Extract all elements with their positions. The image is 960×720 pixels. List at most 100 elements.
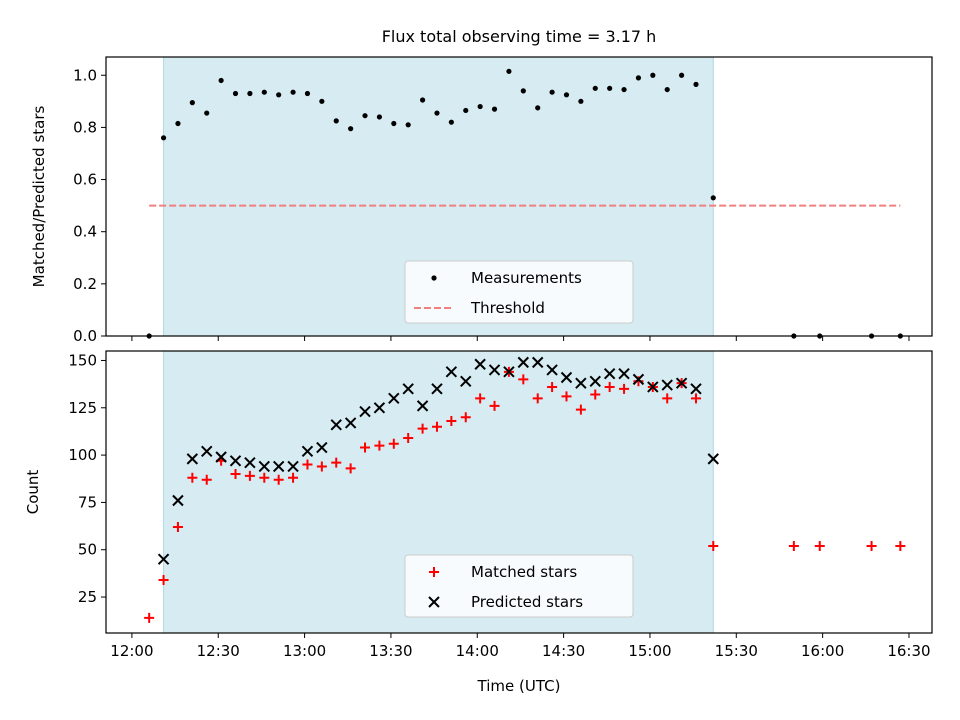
data-point bbox=[664, 86, 670, 93]
data-point bbox=[446, 416, 457, 427]
data-point bbox=[144, 612, 155, 623]
legend-dot-icon bbox=[431, 275, 437, 281]
data-point bbox=[160, 135, 167, 141]
data-point bbox=[360, 442, 371, 453]
data-point bbox=[261, 89, 267, 95]
legend: Measurements Threshold bbox=[404, 260, 634, 324]
data-point bbox=[319, 98, 325, 104]
data-point bbox=[475, 393, 486, 404]
data-point bbox=[633, 376, 644, 387]
data-point bbox=[474, 358, 486, 370]
x-tick-label: 13:00 bbox=[283, 642, 326, 660]
data-point bbox=[691, 393, 701, 404]
x-tick-label: 14:00 bbox=[456, 642, 499, 660]
data-point bbox=[460, 412, 471, 423]
axes-frame bbox=[105, 350, 933, 634]
data-point bbox=[575, 377, 587, 389]
data-point bbox=[287, 460, 299, 473]
data-point bbox=[218, 77, 224, 84]
data-point bbox=[710, 195, 716, 201]
data-point bbox=[489, 400, 500, 411]
x-tick-label: 16:00 bbox=[801, 642, 844, 660]
data-point bbox=[477, 103, 483, 110]
data-point bbox=[675, 377, 688, 389]
data-point bbox=[431, 421, 442, 432]
data-point bbox=[348, 126, 354, 132]
data-point bbox=[690, 383, 702, 395]
data-point bbox=[158, 575, 169, 586]
data-point bbox=[448, 119, 454, 125]
data-point bbox=[187, 472, 198, 483]
data-point bbox=[549, 89, 555, 95]
data-point bbox=[229, 455, 242, 467]
data-point bbox=[866, 540, 877, 551]
data-point bbox=[290, 89, 296, 95]
data-point bbox=[215, 451, 227, 463]
legend-x-icon bbox=[428, 596, 440, 608]
data-point bbox=[258, 460, 271, 473]
y-tick-label: 50 bbox=[78, 541, 97, 559]
data-point bbox=[604, 381, 615, 392]
data-point bbox=[590, 389, 601, 400]
x-tick-label: 12:00 bbox=[110, 642, 153, 660]
x-axis-label: Time (UTC) bbox=[477, 677, 561, 695]
data-point bbox=[276, 92, 282, 98]
data-point bbox=[345, 463, 356, 474]
data-point bbox=[578, 98, 584, 104]
data-point bbox=[546, 364, 558, 376]
x-tick-label: 13:30 bbox=[369, 642, 412, 660]
y-tick-label: 75 bbox=[78, 493, 97, 511]
data-point bbox=[189, 100, 195, 106]
data-point bbox=[391, 120, 397, 127]
data-point bbox=[619, 383, 630, 394]
data-point bbox=[157, 553, 170, 565]
data-point bbox=[244, 456, 256, 469]
data-point bbox=[304, 90, 311, 97]
legend: Matched stars Predicted stars bbox=[404, 554, 634, 618]
legend-box bbox=[404, 260, 634, 324]
data-point bbox=[647, 381, 659, 393]
data-point bbox=[662, 393, 673, 404]
data-point bbox=[172, 522, 183, 533]
data-point bbox=[488, 364, 501, 376]
data-point bbox=[376, 114, 383, 120]
y-axis-label: Count bbox=[24, 470, 42, 515]
data-point bbox=[373, 402, 386, 414]
y-tick-label: 0.0 bbox=[73, 327, 97, 345]
data-point bbox=[788, 540, 799, 551]
data-point bbox=[417, 423, 428, 434]
data-point bbox=[330, 419, 342, 431]
data-point bbox=[535, 105, 541, 111]
legend-plus-icon bbox=[429, 567, 439, 577]
data-point bbox=[362, 113, 368, 119]
data-point bbox=[460, 375, 472, 387]
data-point bbox=[575, 404, 586, 415]
data-point bbox=[204, 110, 210, 116]
data-point bbox=[419, 97, 426, 103]
data-point bbox=[172, 494, 184, 507]
data-point bbox=[333, 118, 339, 124]
data-point bbox=[434, 110, 440, 116]
y-tick-label: 1.0 bbox=[73, 66, 97, 84]
y-tick-label: 125 bbox=[68, 399, 97, 417]
data-point bbox=[416, 400, 429, 412]
data-point bbox=[895, 540, 906, 551]
data-point bbox=[302, 459, 313, 470]
data-point bbox=[693, 81, 699, 87]
data-point bbox=[592, 85, 598, 91]
series-predicted-stars bbox=[157, 356, 719, 565]
x-tick-label: 15:00 bbox=[628, 642, 671, 660]
data-point bbox=[661, 379, 673, 391]
data-point bbox=[621, 86, 627, 93]
data-point bbox=[186, 453, 199, 465]
y-tick-label: 0.6 bbox=[73, 171, 97, 189]
data-point bbox=[431, 383, 443, 395]
x-tick-label: 12:30 bbox=[197, 642, 240, 660]
data-point bbox=[589, 375, 601, 387]
data-point bbox=[201, 474, 212, 485]
data-point bbox=[316, 441, 328, 454]
data-point bbox=[547, 381, 558, 392]
data-point bbox=[259, 472, 270, 483]
x-tick-label: 16:30 bbox=[887, 642, 930, 660]
data-point bbox=[272, 460, 285, 473]
